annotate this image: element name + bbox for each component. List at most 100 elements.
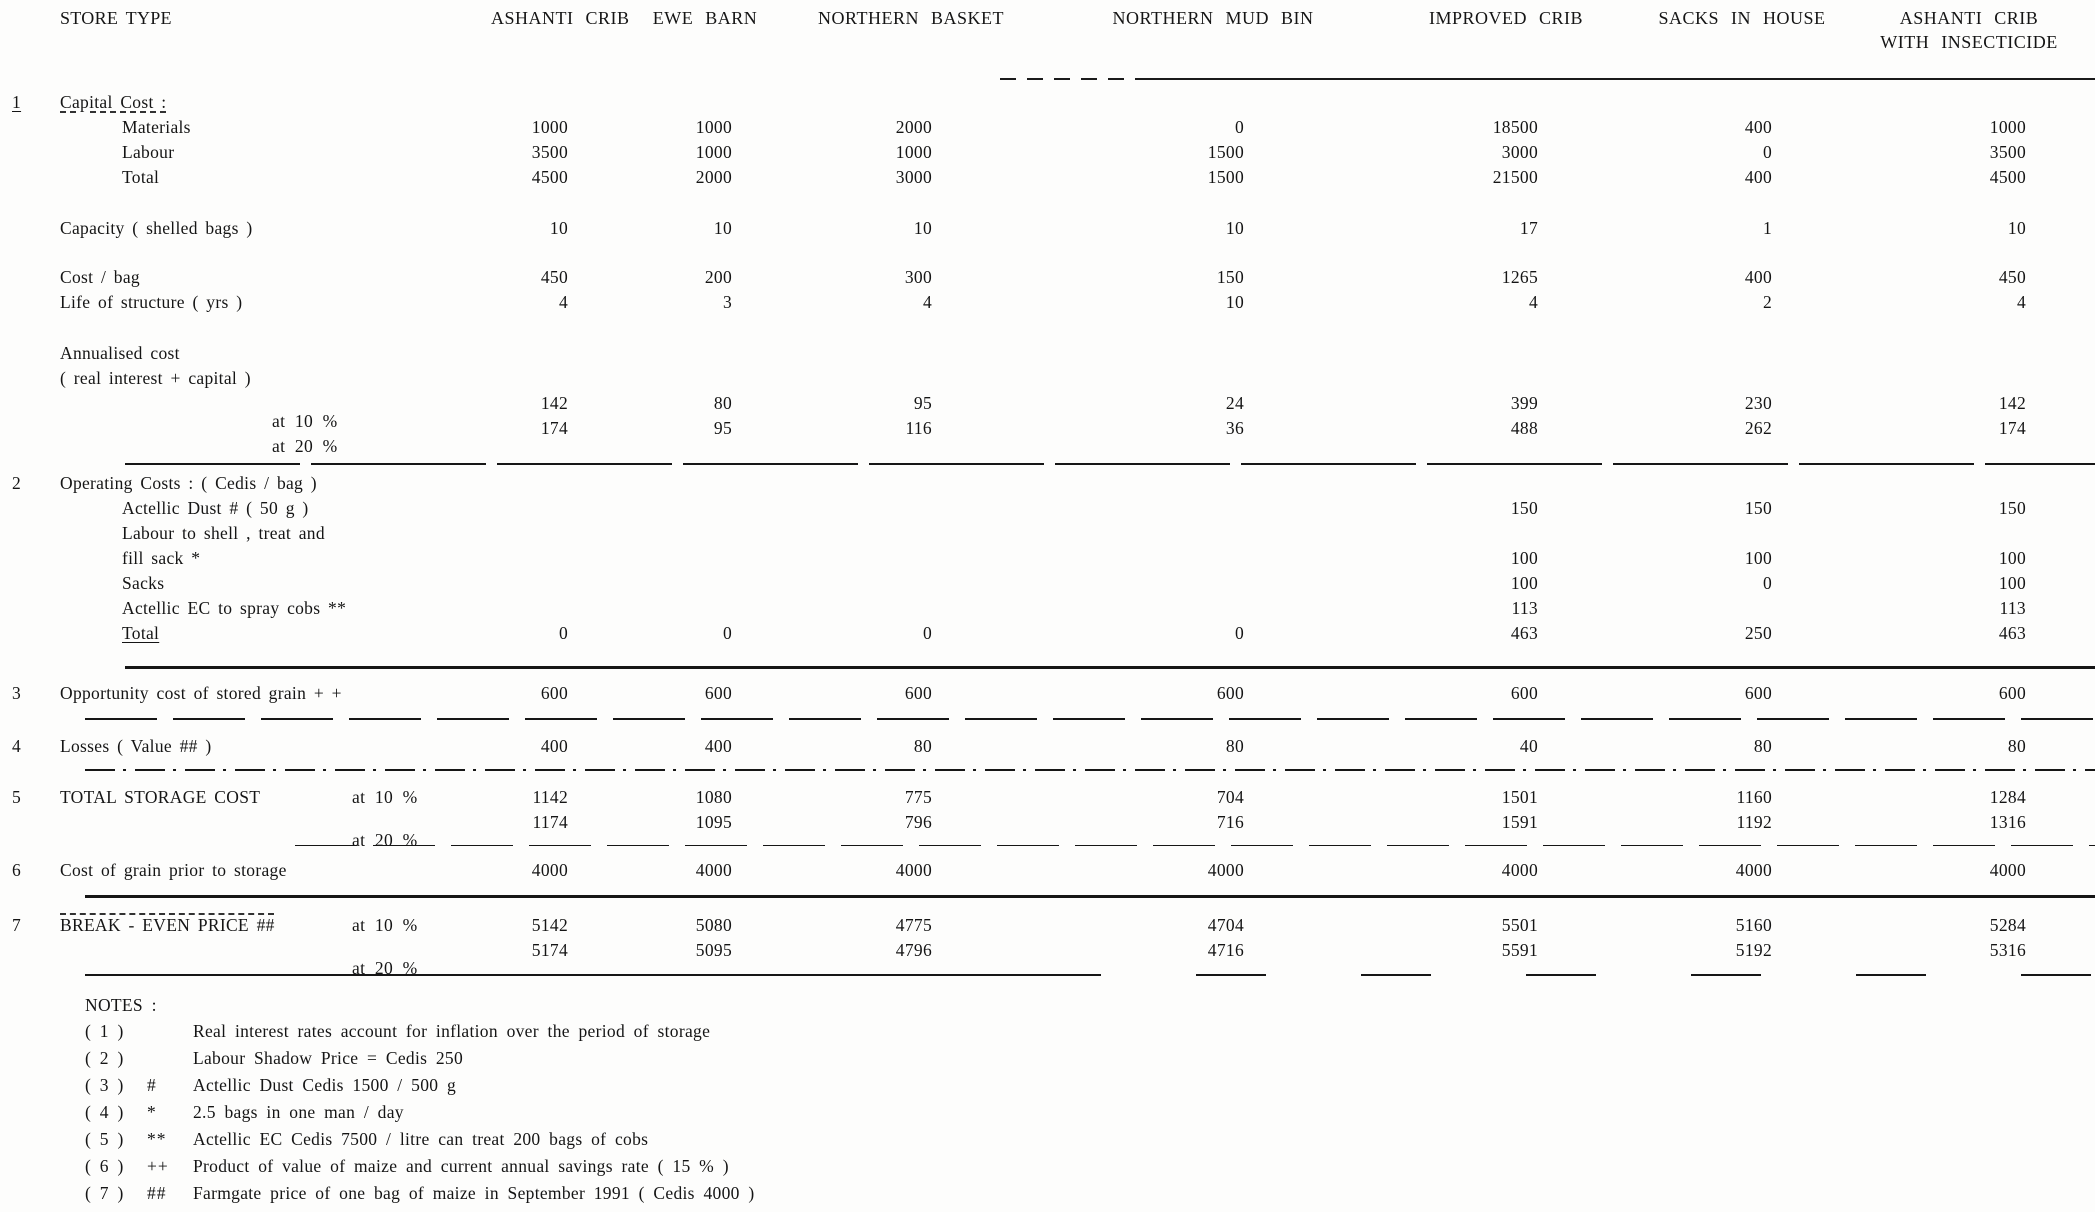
value-cell: 5080 xyxy=(576,913,740,938)
value-cell: 95 xyxy=(740,391,940,416)
cell-value: 0 xyxy=(1234,622,1244,643)
cell-value: 142 xyxy=(540,393,568,413)
value-cell: 1095 xyxy=(576,810,740,835)
cell-value: 10 xyxy=(2007,218,2026,238)
value-cell: 4 xyxy=(1780,290,2034,315)
cell-value: 463 xyxy=(1510,622,1538,643)
notes-list: ( 1 ) Real interest rates account for inf… xyxy=(85,1018,2095,1207)
value-cell: 775 xyxy=(740,785,940,810)
value-cell: 0 xyxy=(740,621,940,646)
note-line: ( 6 ) ++ Product of value of maize and cur… xyxy=(85,1153,2095,1180)
header-divider xyxy=(1000,78,2095,80)
cell-value: 0 xyxy=(722,622,732,643)
row-label-cell: Opportunity cost of stored grain + + xyxy=(60,681,480,706)
note-line: ( 1 ) Real interest rates account for inf… xyxy=(85,1018,2095,1045)
cell-value: 400 xyxy=(1744,267,1772,287)
cell-value: 36 xyxy=(1225,418,1244,438)
row-label: Annualised cost xyxy=(60,343,180,363)
value-cell: 250 xyxy=(1546,621,1780,646)
column-header-ashanti-crib: ASHANTI CRIB xyxy=(491,8,630,28)
value-cell: 2000 xyxy=(576,165,740,190)
value-cell: 113 xyxy=(1252,596,1546,621)
cell-value: 704 xyxy=(1216,786,1244,807)
cell-value: 2000 xyxy=(895,117,932,137)
value-cell: 10 xyxy=(940,216,1252,241)
note-text: Actellic Dust Cedis 1500 / 500 g xyxy=(193,1074,457,1095)
table-row: at 20 % 174 95 116 36 488 262 174 xyxy=(8,416,2095,456)
value-cell: 174 xyxy=(1780,416,2034,441)
column-header-improved-crib: IMPROVED CRIB xyxy=(1428,8,1584,28)
cell-value: 488 xyxy=(1510,418,1538,438)
row-label-cell: Cost / bag xyxy=(60,265,480,290)
table-row: Sacks 100 0 100 xyxy=(8,571,2095,596)
cell-value: 40 xyxy=(1519,735,1538,756)
cell-value: 1316 xyxy=(1989,811,2026,832)
cell-value: 80 xyxy=(2007,735,2026,756)
divider-rule xyxy=(85,717,2095,720)
cell-value: 4000 xyxy=(1207,860,1244,881)
cell-value: 4775 xyxy=(895,915,932,936)
row-label: Operating Costs : ( Cedis / bag ) xyxy=(60,472,317,493)
store-type-label: STORE TYPE xyxy=(60,8,172,28)
cell-value: 5160 xyxy=(1735,915,1772,936)
row-label: Life of structure ( yrs ) xyxy=(60,292,243,312)
value-cell: 704 xyxy=(940,785,1252,810)
row-label: Losses ( Value ## ) xyxy=(60,735,212,756)
cell-value: 80 xyxy=(1225,735,1244,756)
value-cell: 4500 xyxy=(480,165,576,190)
value-cell: 18500 xyxy=(1252,115,1546,140)
cell-value: 5142 xyxy=(531,915,568,936)
row-label: fill sack * xyxy=(122,547,201,568)
value-cell: 0 xyxy=(480,621,576,646)
cell-value: 10 xyxy=(913,218,932,238)
note-text: Farmgate price of one bag of maize in Se… xyxy=(193,1182,755,1203)
cell-value: 5284 xyxy=(1989,915,2026,936)
value-cell: 4000 xyxy=(740,858,940,883)
value-cell: 5591 xyxy=(1252,938,1546,963)
value-cell: 450 xyxy=(1780,265,2034,290)
cell-value: 200 xyxy=(704,267,732,287)
value-cell: 1000 xyxy=(576,140,740,165)
value-cell: 488 xyxy=(1252,416,1546,441)
row-number: 7 xyxy=(12,915,22,936)
value-cell: 1591 xyxy=(1252,810,1546,835)
row-label-cell: Labour to shell , treat and xyxy=(60,521,480,546)
column-header-ewe-barn: EWE BARN xyxy=(652,8,758,28)
row-number-cell: 4 xyxy=(8,734,60,759)
cell-value: 1080 xyxy=(695,786,732,807)
value-cell: 5160 xyxy=(1546,913,1780,938)
cell-value: 775 xyxy=(904,786,932,807)
table-row: Capacity ( shelled bags ) 10 10 10 10 17 1 10 xyxy=(8,216,2095,241)
cell-value: 600 xyxy=(1510,682,1538,703)
value-cell: 4 xyxy=(480,290,576,315)
table-row: at 20 % 1174 1095 796 716 1591 1192 1316 xyxy=(8,810,2095,850)
cell-value: 1160 xyxy=(1736,786,1772,807)
row-label: Labour xyxy=(122,142,175,162)
table-row: fill sack * 100 100 100 xyxy=(8,546,2095,571)
value-cell: 463 xyxy=(1780,621,2034,646)
row-label-cell: Capital Cost : xyxy=(60,90,480,115)
value-cell: 174 xyxy=(480,416,576,441)
cell-value: 4704 xyxy=(1207,915,1244,936)
value-cell: 116 xyxy=(740,416,940,441)
note-text: Labour Shadow Price = Cedis 250 xyxy=(193,1047,464,1068)
interest-rate-label: at 20 % xyxy=(352,829,418,850)
value-cell: 5501 xyxy=(1252,913,1546,938)
value-cell: 4775 xyxy=(740,913,940,938)
value-cell: 400 xyxy=(480,734,576,759)
note-number: ( 1 ) xyxy=(85,1020,124,1041)
row-label: ( real interest + capital ) xyxy=(60,368,251,388)
row-label-cell: Life of structure ( yrs ) xyxy=(60,290,480,315)
cell-value: 1500 xyxy=(1207,167,1244,187)
cell-value: 4500 xyxy=(531,167,568,187)
cell-value: 150 xyxy=(1744,497,1772,518)
divider-rule xyxy=(85,768,2095,771)
value-cell: 3000 xyxy=(740,165,940,190)
value-cell: 400 xyxy=(1546,165,1780,190)
row-label: Cost / bag xyxy=(60,267,140,287)
value-cell: 5174 xyxy=(480,938,576,963)
cell-value: 150 xyxy=(1998,497,2026,518)
column-header-northern-basket: NORTHERN BASKET xyxy=(818,8,1004,28)
table-row: 3 Opportunity cost of stored grain + + 600… xyxy=(8,681,2095,706)
value-cell: 400 xyxy=(1546,265,1780,290)
